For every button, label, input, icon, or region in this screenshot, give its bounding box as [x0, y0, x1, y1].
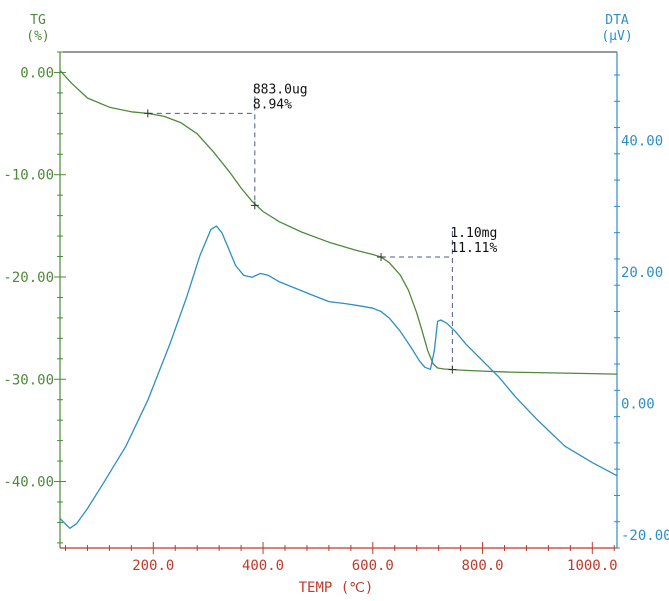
- right-axis-label-line1: DTA: [605, 13, 629, 28]
- left-axis-ticks: 0.00 -10.00 -20.00 -30.00 -40.00: [3, 51, 66, 544]
- right-tick-label: 0.00: [621, 396, 655, 412]
- annotation-label-mass: 883.0ug: [253, 82, 308, 97]
- left-tick-label: -40.00: [3, 475, 54, 491]
- series-layer: [59, 69, 618, 529]
- right-tick-label: -20.00: [621, 528, 669, 544]
- x-axis-ticks: 200.0 400.0 600.0 800.0 1000.0: [64, 542, 618, 574]
- annotation-label-percent: 11.11%: [450, 241, 497, 256]
- x-tick-label: 600.0: [352, 558, 394, 574]
- x-tick-label: 1000.0: [567, 558, 618, 574]
- left-tick-label: -20.00: [3, 270, 54, 286]
- right-axis-ticks: 40.00 20.00 0.00 -20.00: [614, 74, 669, 549]
- dta-curve: [59, 225, 618, 529]
- annotation-label-percent: 8.94%: [253, 97, 292, 112]
- left-tick-label: 0.00: [20, 65, 54, 81]
- x-axis-label: TEMP (℃): [299, 580, 374, 596]
- left-tick-label: -10.00: [3, 168, 54, 184]
- x-tick-label: 400.0: [242, 558, 284, 574]
- right-tick-label: 20.00: [621, 265, 663, 281]
- left-axis-label-line1: TG: [30, 13, 46, 28]
- right-tick-label: 40.00: [621, 134, 663, 150]
- left-axis-label-line2: (%): [26, 29, 49, 44]
- tg-curve: [59, 69, 618, 375]
- x-tick-label: 800.0: [461, 558, 503, 574]
- annotation-label-mass: 1.10mg: [450, 226, 497, 241]
- right-axis-label-line2: (μV): [601, 29, 632, 44]
- x-tick-label: 200.0: [132, 558, 174, 574]
- left-tick-label: -30.00: [3, 372, 54, 388]
